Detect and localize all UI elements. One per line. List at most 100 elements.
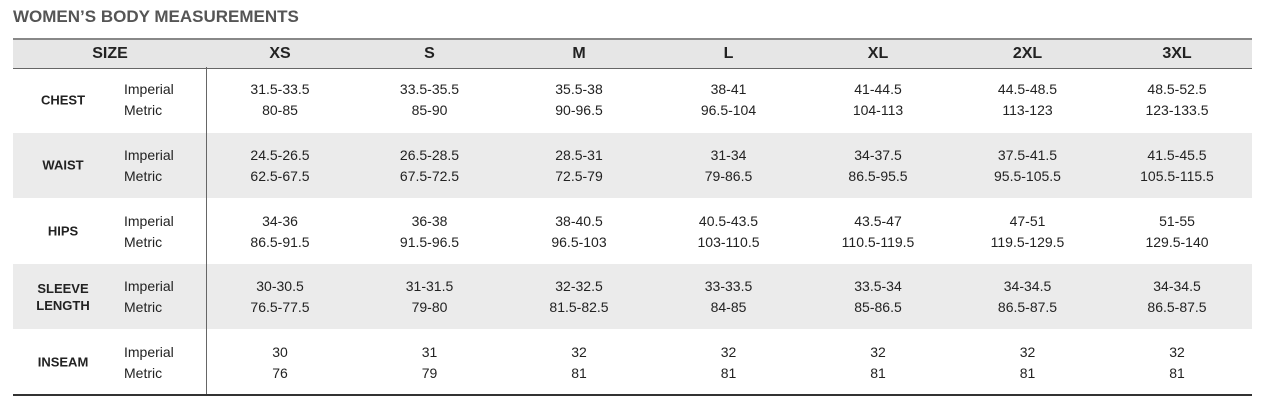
value-cell: 119.5-129.5	[990, 233, 1065, 250]
unit-label: Metric	[124, 102, 163, 119]
value-cell: 81.5-82.5	[549, 299, 609, 316]
value-cell: 31.5-33.5	[250, 81, 310, 98]
unit-label: Metric	[124, 233, 163, 250]
value-cell: 31	[421, 343, 438, 360]
row-shading	[13, 132, 1252, 199]
value-cell: 123-133.5	[1145, 102, 1209, 119]
value-cell: 28.5-31	[555, 146, 603, 163]
value-cell: 79-86.5	[704, 167, 753, 184]
value-cell: 34-37.5	[854, 146, 902, 163]
value-cell: 32	[1169, 343, 1185, 360]
value-cell: 84-85	[710, 299, 747, 316]
value-cell: 72.5-79	[555, 167, 603, 184]
value-cell: 38-40.5	[555, 212, 603, 229]
value-cell: 76.5-77.5	[250, 299, 310, 316]
value-cell: 86.5-91.5	[250, 233, 310, 250]
value-cell: 33.5-34	[854, 278, 902, 295]
size-header: SIZE	[92, 45, 128, 62]
row-label: CHEST	[40, 92, 86, 108]
unit-label: Imperial	[124, 146, 174, 163]
value-cell: 30-30.5	[256, 278, 304, 295]
value-cell: 96.5-103	[551, 233, 607, 250]
size-column-header: L	[723, 45, 734, 62]
value-cell: 81	[571, 364, 587, 381]
value-cell: 30	[272, 343, 288, 360]
size-column-header: S	[424, 45, 435, 62]
value-cell: 129.5-140	[1145, 233, 1209, 250]
value-cell: 81	[720, 364, 737, 381]
value-cell: 81	[1169, 364, 1185, 381]
unit-label: Metric	[124, 364, 163, 381]
value-cell: 79-80	[411, 299, 448, 316]
value-cell: 38-41	[710, 81, 747, 98]
header-row	[13, 38, 1252, 69]
value-cell: 32-32.5	[555, 278, 603, 295]
value-cell: 86.5-87.5	[1147, 299, 1207, 316]
value-cell: 41-44.5	[854, 81, 902, 98]
size-column-header: XL	[867, 45, 889, 62]
value-cell: 86.5-95.5	[848, 167, 908, 184]
value-cell: 26.5-28.5	[399, 146, 460, 163]
value-cell: 40.5-43.5	[698, 212, 759, 229]
row-shading	[13, 263, 1252, 330]
value-cell: 86.5-87.5	[997, 299, 1058, 316]
value-cell: 41.5-45.5	[1147, 146, 1207, 163]
value-cell: 81	[1019, 364, 1036, 381]
row-label: SLEEVE LENGTH	[36, 280, 90, 313]
value-cell: 110.5-119.5	[841, 233, 915, 250]
size-column-header: 3XL	[1162, 45, 1192, 62]
value-cell: 91.5-96.5	[399, 233, 460, 250]
value-cell: 62.5-67.5	[250, 167, 310, 184]
value-cell: 104-113	[852, 102, 904, 119]
value-cell: 85-86.5	[854, 299, 902, 316]
unit-label: Imperial	[124, 278, 174, 295]
unit-label: Imperial	[124, 343, 174, 360]
value-cell: 44.5-48.5	[997, 81, 1058, 98]
value-cell: 113-123	[1002, 102, 1053, 119]
row-label: HIPS	[47, 223, 79, 239]
value-cell: 105.5-115.5	[1140, 167, 1214, 184]
value-cell: 37.5-41.5	[997, 146, 1058, 163]
value-cell: 33-33.5	[704, 278, 753, 295]
value-cell: 76	[272, 364, 288, 381]
value-cell: 67.5-72.5	[399, 167, 460, 184]
value-cell: 96.5-104	[700, 102, 757, 119]
value-cell: 32	[1019, 343, 1036, 360]
value-cell: 81	[870, 364, 886, 381]
value-cell: 80-85	[262, 102, 298, 119]
title: WOMEN’S BODY MEASUREMENTS	[13, 7, 299, 26]
value-cell: 32	[720, 343, 737, 360]
size-column-header: 2XL	[1012, 45, 1043, 62]
value-cell: 32	[571, 343, 587, 360]
value-cell: 43.5-47	[854, 212, 902, 229]
unit-label: Imperial	[124, 212, 174, 229]
row-label: INSEAM	[37, 354, 89, 370]
value-cell: 48.5-52.5	[1147, 81, 1207, 98]
size-column-header: XS	[269, 45, 291, 62]
value-cell: 35.5-38	[555, 81, 603, 98]
value-cell: 79	[421, 364, 438, 381]
value-cell: 103-110.5	[697, 233, 760, 250]
unit-label: Metric	[124, 299, 163, 316]
value-cell: 36-38	[411, 212, 448, 229]
row-label: WAIST	[42, 157, 84, 173]
value-cell: 85-90	[411, 102, 448, 119]
value-cell: 31-34	[710, 146, 747, 163]
size-column-header: M	[572, 45, 586, 62]
value-cell: 90-96.5	[555, 102, 603, 119]
table-bottom-border	[13, 394, 1252, 396]
value-cell: 34-34.5	[1153, 278, 1201, 295]
value-cell: 34-34.5	[1003, 278, 1052, 295]
column-divider	[206, 67, 207, 395]
value-cell: 24.5-26.5	[250, 146, 310, 163]
unit-label: Metric	[124, 167, 163, 184]
value-cell: 33.5-35.5	[399, 81, 460, 98]
value-cell: 47-51	[1009, 212, 1046, 229]
unit-label: Imperial	[124, 81, 174, 98]
value-cell: 31-31.5	[405, 278, 454, 295]
value-cell: 51-55	[1159, 212, 1195, 229]
value-cell: 32	[870, 343, 886, 360]
value-cell: 95.5-105.5	[994, 167, 1061, 184]
value-cell: 34-36	[262, 212, 298, 229]
